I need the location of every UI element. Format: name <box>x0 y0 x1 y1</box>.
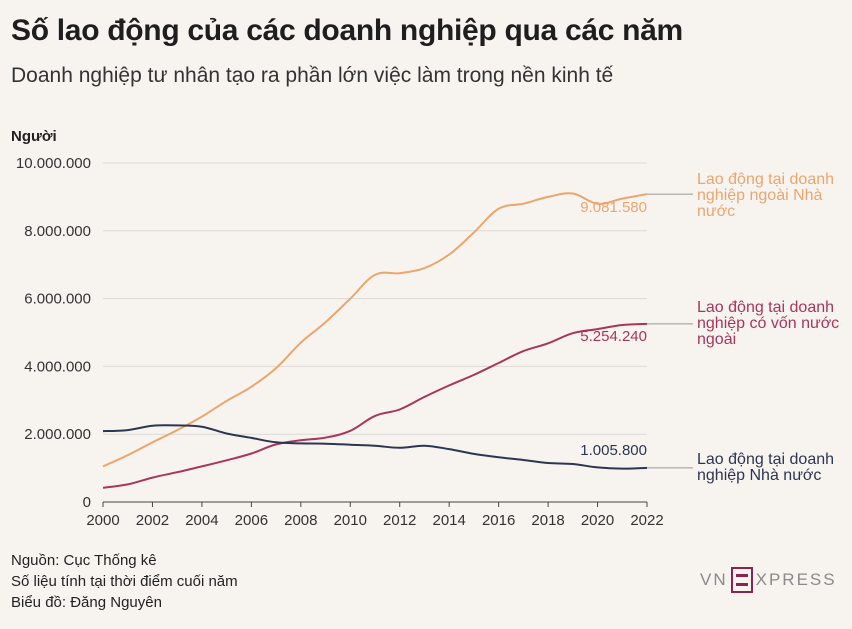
series-name-line: nghiệp ngoài Nhà <box>697 187 823 204</box>
series-name-line: Lao động tại doanh <box>697 299 834 316</box>
logo-text-left: VN <box>700 570 728 589</box>
series-name-label: Lao động tại doanh nghiệp ngoài Nhà nước <box>697 171 834 220</box>
y-tick-label: 6.000.000 <box>24 291 91 308</box>
y-tick-label: 10.000.000 <box>16 155 91 172</box>
y-tick-label: 8.000.000 <box>24 223 91 240</box>
source-text: Nguồn: Cục Thống kê <box>11 552 157 569</box>
x-tick-label: 2018 <box>531 512 564 529</box>
y-tick-label: 2.000.000 <box>24 426 91 443</box>
vnexpress-logo: VN XPRESS <box>700 566 837 594</box>
logo-text-right: XPRESS <box>755 570 837 589</box>
series-name-line: nước <box>697 203 735 220</box>
end-value-label: 9.081.580 <box>580 199 647 216</box>
y-tick-label: 0 <box>83 494 91 511</box>
chart-title: Số lao động của các doanh nghiệp qua các… <box>11 14 683 47</box>
x-tick-label: 2012 <box>383 512 416 529</box>
series-name-label: Lao động tại doanh nghiệp Nhà nước <box>697 451 834 484</box>
series-name-line: ngoài <box>697 331 736 348</box>
series-name-line: Lao động tại doanh <box>697 451 834 468</box>
series-name-label: Lao động tại doanh nghiệp có vốn nước ngoà… <box>697 299 839 348</box>
x-tick-label: 2010 <box>334 512 367 529</box>
y-tick-label: 4.000.000 <box>24 358 91 375</box>
series-line <box>102 192 648 468</box>
x-tick-label: 2008 <box>284 512 317 529</box>
logo-e-icon <box>730 567 753 593</box>
x-tick-label: 2016 <box>482 512 515 529</box>
series-line <box>102 322 648 489</box>
x-tick-label: 2002 <box>136 512 169 529</box>
x-tick-label: 2020 <box>581 512 614 529</box>
end-value-label: 1.005.800 <box>580 442 647 459</box>
x-tick-label: 2022 <box>630 512 663 529</box>
author-text: Biểu đồ: Đăng Nguyên <box>11 594 162 611</box>
x-tick-label: 2004 <box>185 512 218 529</box>
note-text: Số liệu tính tại thời điểm cuối năm <box>11 573 238 590</box>
chart-subtitle: Doanh nghiệp tư nhân tạo ra phần lớn việ… <box>11 64 614 87</box>
x-tick-label: 2006 <box>235 512 268 529</box>
y-axis-label: Người <box>11 128 57 145</box>
series-line <box>102 424 648 470</box>
series-name-line: nghiệp Nhà nước <box>697 467 821 484</box>
series-name-line: nghiệp có vốn nước <box>697 315 839 332</box>
x-tick-label: 2014 <box>432 512 465 529</box>
end-value-label: 5.254.240 <box>580 328 647 345</box>
series-name-line: Lao động tại doanh <box>697 171 834 188</box>
x-tick-label: 2000 <box>86 512 119 529</box>
